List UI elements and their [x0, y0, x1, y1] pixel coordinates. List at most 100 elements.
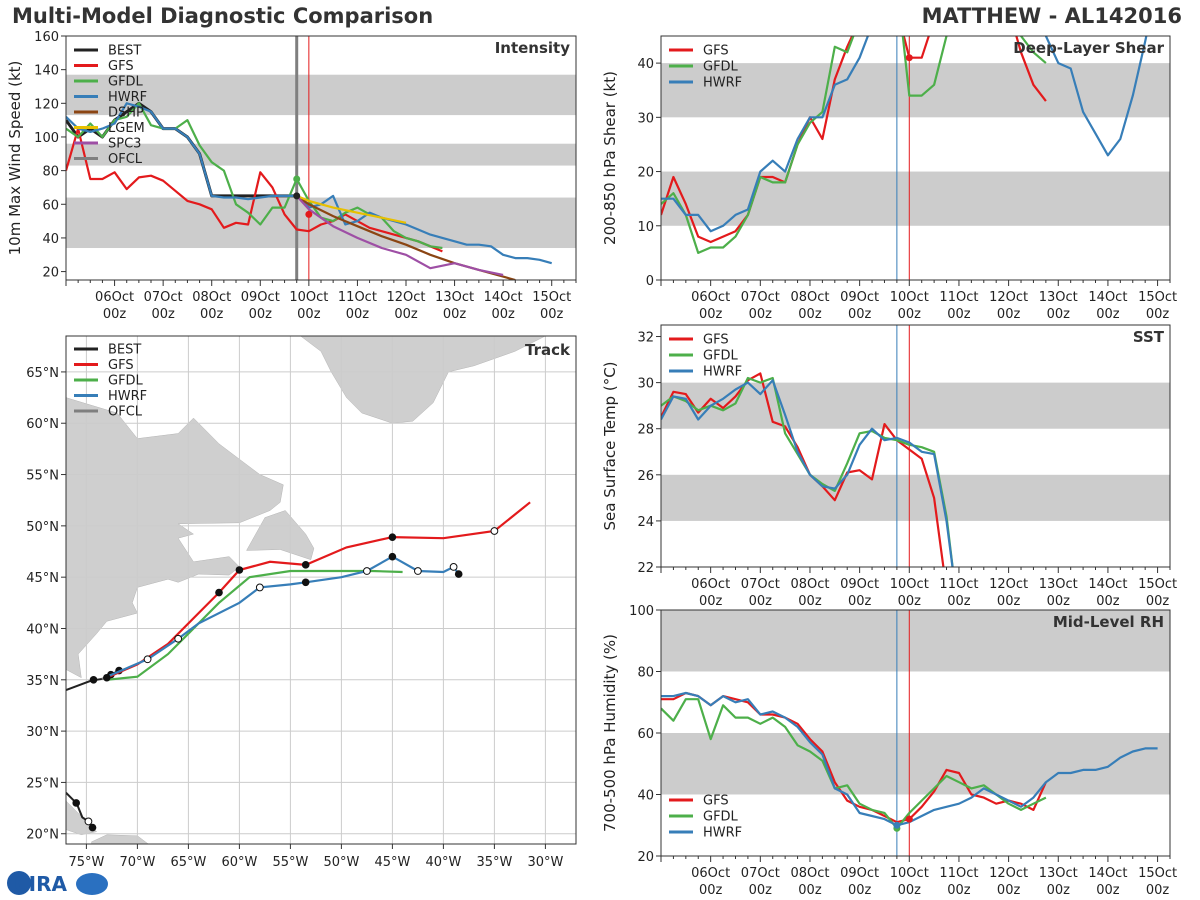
- series-line-hwrf: [661, 379, 954, 567]
- legend-label-gfs: GFS: [703, 333, 729, 348]
- shaded-band: [66, 197, 576, 249]
- x-tick-label: 00z: [103, 307, 127, 322]
- legend-label-dshp: DSHP: [108, 106, 144, 121]
- legend-label-gfs: GFS: [703, 44, 729, 59]
- shaded-band: [661, 610, 1170, 672]
- x-tick-label: 07Oct: [741, 866, 780, 881]
- y-tick-label: 25°N: [26, 776, 59, 791]
- marker-gfs: [905, 54, 913, 62]
- x-tick-label: 00z: [1047, 307, 1071, 322]
- y-axis-label: 200-850 hPa Shear (kt): [601, 71, 619, 245]
- track-point-filled: [235, 566, 244, 574]
- x-tick-label: 12Oct: [989, 577, 1028, 592]
- x-tick-label: 08Oct: [790, 290, 829, 305]
- legend-label-spc3: SPC3: [108, 137, 141, 152]
- x-tick-label: 11Oct: [939, 290, 978, 305]
- track-point-filled: [215, 588, 223, 597]
- x-tick-label: 11Oct: [939, 866, 978, 881]
- track-line-gfs: [106, 501, 531, 679]
- series-line-spc3: [295, 195, 504, 277]
- y-tick-label: 20°N: [26, 828, 59, 843]
- legend-label-ofcl: OFCL: [108, 405, 143, 420]
- x-tick-label: 00z: [699, 307, 723, 322]
- y-tick-label: 0: [646, 274, 654, 289]
- track-point-filled: [72, 799, 80, 807]
- legend-label-gfdl: GFDL: [108, 374, 144, 389]
- x-tick-label: 00z: [1096, 594, 1120, 609]
- x-tick-label: 30°W: [527, 855, 563, 870]
- x-tick-label: 12Oct: [989, 290, 1028, 305]
- x-tick-label: 00z: [297, 307, 321, 322]
- shaded-band: [66, 143, 576, 166]
- shaded-band: [661, 171, 1170, 226]
- x-tick-label: 15Oct: [1138, 866, 1177, 881]
- panel-track: 75°W 70°W 65°W 60°W 55°W 50°W 45°W 40°W 35°W 30°W…: [26, 335, 577, 870]
- legend-label-hwrf: HWRF: [703, 826, 742, 841]
- logo-globe-icon: [7, 871, 31, 895]
- panel-intensity: 20 40 60 80 100 120 140 160 06Oct 00z 07Oct 00z 08Oc…: [6, 30, 577, 322]
- shaded-band: [661, 63, 1170, 118]
- series-line-gfdl: [661, 36, 1047, 254]
- plot-area: [661, 36, 1170, 280]
- panel-rh: 20 40 60 80 100 06Oct 00z 07Oct 00z 08Oct 00z 09Oct…: [601, 604, 1177, 898]
- x-tick-label: 00z: [1146, 307, 1170, 322]
- y-tick-label: 80: [42, 165, 59, 180]
- y-tick-label: 20: [637, 850, 654, 865]
- x-tick-label: 13Oct: [1039, 290, 1078, 305]
- axes-frame: [65, 335, 577, 845]
- x-tick-label: 00z: [699, 883, 723, 898]
- land-hispaniola: [91, 834, 149, 844]
- x-tick-label: 00z: [1096, 307, 1120, 322]
- x-tick-label: 70°W: [119, 855, 155, 870]
- x-tick-label: 00z: [151, 307, 175, 322]
- axes-frame: [660, 35, 1171, 281]
- y-tick-label: 65°N: [26, 366, 59, 381]
- x-tick-label: 00z: [749, 307, 773, 322]
- plot-area: [66, 36, 576, 280]
- x-tick-label: 45°W: [374, 855, 410, 870]
- y-axis-label: Sea Surface Temp (°C): [601, 361, 619, 530]
- y-tick-label: 22: [637, 561, 654, 576]
- y-tick-label: 100: [34, 131, 59, 146]
- x-tick-label: 14Oct: [1088, 577, 1127, 592]
- y-tick-label: 24: [637, 515, 654, 530]
- x-tick-label: 06Oct: [95, 290, 134, 305]
- y-tick-label: 30: [637, 111, 654, 126]
- legend-label-hwrf: HWRF: [703, 365, 742, 380]
- x-tick-label: 07Oct: [144, 290, 183, 305]
- x-tick-label: 10Oct: [890, 577, 929, 592]
- x-tick-label: 11Oct: [939, 577, 978, 592]
- y-tick-label: 40: [637, 789, 654, 804]
- y-axis-label: 10m Max Wind Speed (kt): [6, 61, 24, 256]
- x-tick-label: 65°W: [170, 855, 206, 870]
- x-tick-label: 50°W: [323, 855, 359, 870]
- x-tick-label: 00z: [540, 307, 564, 322]
- track-point-filled: [301, 561, 310, 569]
- x-tick-label: 00z: [898, 307, 922, 322]
- x-tick-label: 00z: [1096, 883, 1120, 898]
- x-tick-label: 00z: [947, 883, 971, 898]
- legend-label-gfs: GFS: [108, 358, 134, 373]
- x-tick-label: 35°W: [476, 855, 512, 870]
- y-tick-label: 20: [637, 166, 654, 181]
- panel-title: SST: [1133, 328, 1165, 346]
- y-tick-label: 60: [42, 198, 59, 213]
- x-tick-label: 00z: [491, 307, 515, 322]
- track-point-filled: [89, 675, 98, 684]
- series-line-hwrf: [66, 102, 552, 265]
- series-line-lgem: [296, 194, 407, 224]
- logo-badge-icon: [76, 873, 108, 895]
- x-tick-label: 08Oct: [790, 866, 829, 881]
- shaded-band: [66, 74, 576, 116]
- panel-shear: 0 10 20 30 40 06Oct 00z 07Oct 00z 08Oct 00z 09Oct 00…: [601, 35, 1177, 322]
- track-point-filled: [301, 578, 310, 587]
- x-tick-label: 06Oct: [691, 866, 730, 881]
- y-tick-label: 55°N: [26, 469, 59, 484]
- y-tick-label: 60: [637, 727, 654, 742]
- track-point-open: [84, 817, 93, 826]
- y-tick-label: 140: [34, 64, 59, 79]
- x-tick-label: 13Oct: [1039, 577, 1078, 592]
- x-tick-label: 06Oct: [691, 577, 730, 592]
- x-tick-label: 09Oct: [241, 290, 280, 305]
- legend-label-ofcl: OFCL: [108, 152, 143, 167]
